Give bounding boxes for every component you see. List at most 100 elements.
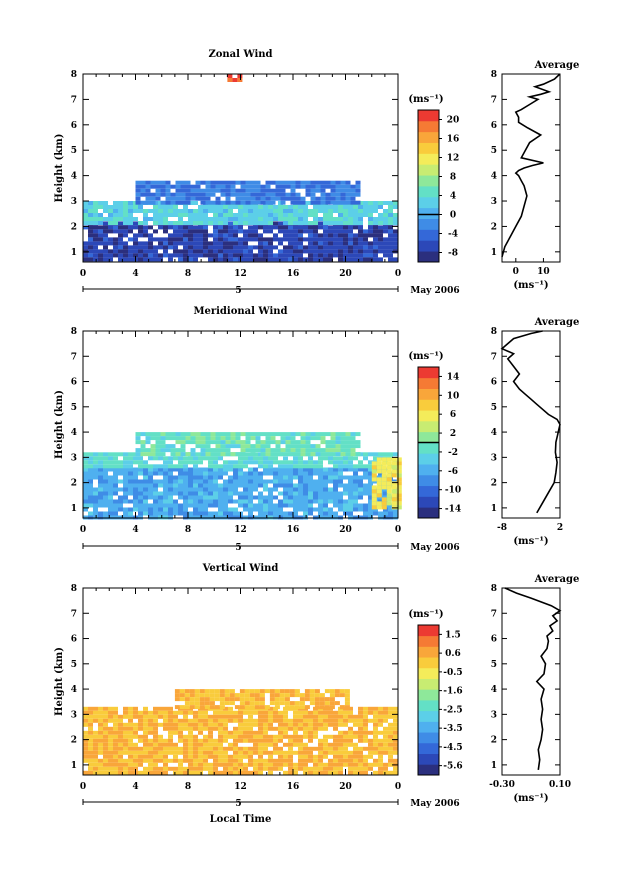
heatmap-cell	[93, 221, 98, 225]
heatmap-cell	[239, 697, 245, 702]
heatmap-cell	[324, 701, 330, 706]
heatmap-cell	[238, 225, 243, 230]
heatmap-cell	[133, 499, 138, 504]
heatmap-cell	[173, 742, 178, 747]
heatmap-cell	[88, 491, 93, 496]
heatmap-cell	[213, 479, 218, 484]
day-label: 5	[235, 543, 241, 553]
heatmap-cell	[393, 241, 398, 246]
heatmap-cell	[160, 452, 166, 457]
heatmap-cell	[338, 241, 343, 246]
heatmap-cell	[133, 491, 138, 496]
heatmap-cell	[103, 491, 108, 496]
heatmap-cell	[188, 718, 193, 723]
heatmap-cell	[368, 495, 373, 500]
heatmap-cell	[253, 507, 258, 512]
heatmap-cell	[218, 758, 223, 763]
heatmap-cell	[388, 738, 393, 743]
heatmap-cell	[279, 701, 285, 706]
heatmap-cell	[298, 503, 303, 508]
heatmap-cell	[93, 503, 98, 508]
heatmap-cell	[108, 221, 113, 225]
heatmap-cell	[283, 229, 288, 234]
heatmap-cell	[83, 718, 88, 723]
x-tick-label: 0	[395, 782, 401, 792]
heatmap-cell	[248, 467, 253, 472]
heatmap-cell	[165, 196, 171, 201]
heatmap-cell	[381, 501, 387, 506]
heatmap-cell	[219, 693, 225, 698]
heatmap-cell	[283, 758, 288, 763]
heatmap-cell	[260, 444, 266, 449]
heatmap-cell	[303, 491, 308, 496]
heatmap-cell	[288, 249, 293, 254]
heatmap-cell	[368, 507, 373, 512]
heatmap-cell	[333, 718, 338, 723]
heatmap-cell	[333, 503, 338, 508]
heatmap-cell	[123, 750, 128, 755]
heatmap-cell	[344, 701, 350, 706]
heatmap-cell	[170, 184, 176, 189]
heatmap-cell	[218, 245, 223, 250]
heatmap-cell	[258, 475, 263, 480]
heatmap-cell	[128, 460, 133, 465]
heatmap-cell	[263, 503, 268, 508]
heatmap-cell	[318, 249, 323, 254]
heatmap-cell	[148, 225, 153, 230]
heatmap-cell	[158, 754, 163, 759]
heatmap-cell	[150, 184, 156, 189]
profile-y-tick-label: 4	[491, 685, 497, 695]
heatmap-cell	[218, 750, 223, 755]
heatmap-cell	[260, 188, 266, 193]
heatmap-cell	[338, 491, 343, 496]
heatmap-cell	[113, 225, 118, 230]
heatmap-cell	[343, 491, 348, 496]
heatmap-cell	[334, 689, 340, 694]
heatmap-cell	[168, 253, 173, 258]
heatmap-cell	[388, 503, 393, 508]
heatmap-cell	[193, 225, 198, 230]
heatmap-cell	[165, 188, 171, 193]
heatmap-cell	[295, 200, 301, 205]
heatmap-cell	[343, 507, 348, 512]
heatmap-cell	[83, 499, 88, 504]
heatmap-cell	[238, 209, 243, 213]
heatmap-cell	[118, 734, 123, 739]
heatmap-cell	[183, 734, 188, 739]
heatmap-cell	[318, 722, 323, 727]
heatmap-cell	[233, 249, 238, 254]
heatmap-cell	[258, 730, 263, 735]
heatmap-cell	[93, 511, 98, 516]
heatmap-cell	[293, 487, 298, 492]
heatmap-cell	[248, 750, 253, 755]
heatmap-cell	[229, 689, 235, 694]
heatmap-cell	[133, 456, 138, 461]
colorbar-unit: (ms⁻¹)	[408, 609, 443, 620]
colorbar-tick-label: -2	[448, 448, 458, 458]
heatmap-cell	[310, 444, 316, 449]
heatmap-cell	[88, 706, 93, 711]
heatmap-cell	[273, 479, 278, 484]
heatmap-cell	[303, 495, 308, 500]
heatmap-cell	[358, 706, 363, 711]
heatmap-cell	[238, 710, 243, 715]
colorbar-swatch	[418, 678, 439, 690]
heatmap-cell	[108, 491, 113, 496]
heatmap-cell	[168, 483, 173, 488]
heatmap-cell	[153, 770, 158, 775]
heatmap-cell	[303, 229, 308, 234]
heatmap-cell	[388, 245, 393, 250]
heatmap-cell	[318, 495, 323, 500]
heatmap-cell	[213, 722, 218, 727]
heatmap-cell	[318, 503, 323, 508]
x-tick-label: 16	[287, 525, 300, 535]
heatmap-cell	[383, 487, 388, 492]
heatmap-cell	[273, 746, 278, 751]
heatmap-cell	[143, 483, 148, 488]
x-tick-label: 0	[395, 525, 401, 535]
heatmap-cell	[183, 221, 188, 225]
heatmap-cell	[173, 467, 178, 472]
heatmap-cell	[153, 754, 158, 759]
heatmap-cell	[345, 192, 351, 197]
heatmap-cell	[213, 762, 218, 767]
